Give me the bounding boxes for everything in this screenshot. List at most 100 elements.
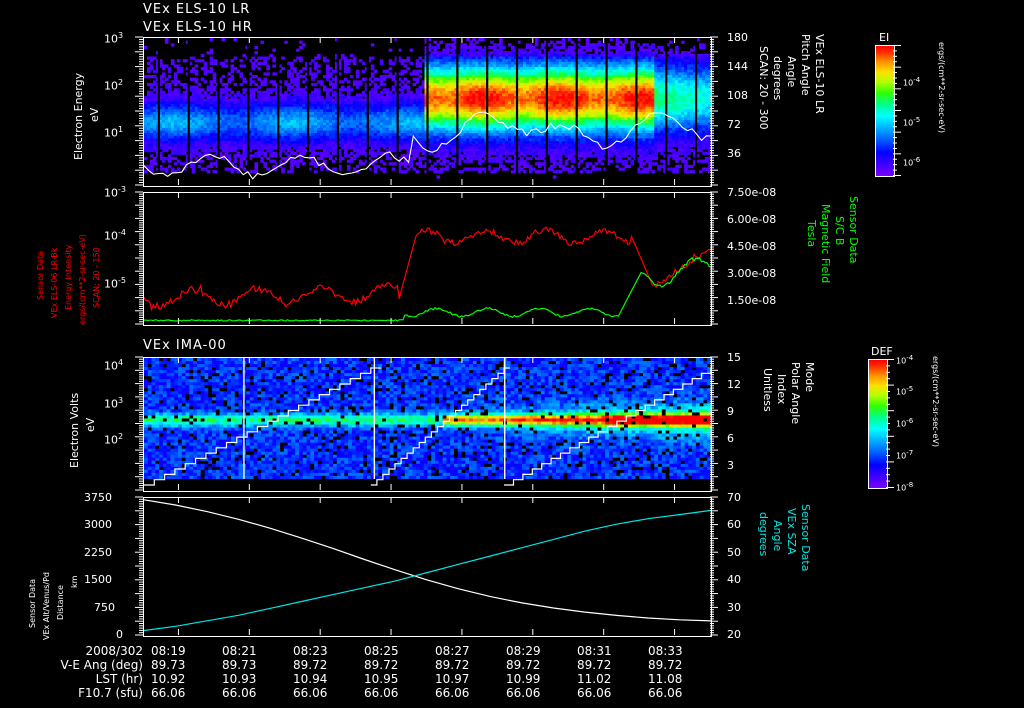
p2-ylabel-3: Energy Intensity xyxy=(64,244,73,310)
p3-y2tick-0: 15 xyxy=(727,351,741,364)
p1-cb-tick-2: 10-6 xyxy=(903,156,921,168)
cell-r0-c4: 08:27 xyxy=(435,644,470,658)
cell-r1-c4: 89.72 xyxy=(435,658,470,672)
p3-ytick-0: 104 xyxy=(104,358,124,373)
cell-r2-c0: 10.92 xyxy=(151,672,186,686)
p4-ytick-1: 3000 xyxy=(84,518,112,531)
p2-y2tick-4: 1.50e-08 xyxy=(727,294,777,307)
p3-colorbar-title: DEF xyxy=(871,345,893,358)
p2-ylabel-5: SCAN: 20 - 150 xyxy=(92,247,101,308)
panel-ion-energy-spectrogram xyxy=(143,357,712,492)
cell-r0-c6: 08:31 xyxy=(577,644,612,658)
row-label-1: V-E Ang (deg) xyxy=(60,658,143,672)
p4-ytick-3: 1500 xyxy=(84,573,112,586)
cell-r3-c6: 66.06 xyxy=(577,686,612,700)
table-row: 2008/302 08:19 08:21 08:23 08:25 08:27 08:29 08… xyxy=(0,644,719,658)
p2-y2label-3: Magnetic Field xyxy=(819,204,832,284)
p1-ylabel-2: eV xyxy=(88,107,101,122)
p3-cb-tick-2: 10-6 xyxy=(896,417,914,429)
p4-ylabel-4: km xyxy=(70,575,79,588)
cell-r1-c2: 89.72 xyxy=(293,658,328,672)
p1-y2label-3: degrees xyxy=(771,56,784,101)
p1-ytick-1: 102 xyxy=(104,78,124,93)
p2-ylabel-4: ergs/(cm**2-sr-sec-eV) xyxy=(78,233,87,325)
p3-y2label-1: Mode xyxy=(803,362,816,392)
p2-y2label-1: Sensor Data xyxy=(847,196,860,264)
p1-colorbar-title: EI xyxy=(879,31,890,44)
p1-y2label-4: SCAN: 20 - 300 xyxy=(757,46,770,130)
cell-r1-c5: 89.72 xyxy=(506,658,541,672)
p4-ytick-0: 3750 xyxy=(84,491,112,504)
p4-y2label-4: degrees xyxy=(757,512,770,557)
cell-r2-c4: 10.97 xyxy=(435,672,470,686)
p1-y2label-5: VEx ELS-10 LR xyxy=(813,34,826,114)
cell-r3-c4: 66.06 xyxy=(435,686,470,700)
cell-r1-c6: 89.72 xyxy=(577,658,612,672)
cell-r3-c3: 66.06 xyxy=(364,686,399,700)
p3-cb-tick-4: 10-8 xyxy=(896,481,914,493)
p4-y2tick-3: 40 xyxy=(727,573,741,586)
title-ima: VEx IMA-00 xyxy=(143,338,227,353)
p4-ytick-4: 750 xyxy=(94,601,115,614)
p2-ylabel-1: Sensor Data xyxy=(36,250,45,300)
p1-y2tick-2: 108 xyxy=(727,89,748,102)
p4-y2tick-5: 20 xyxy=(727,628,741,641)
p2-y2tick-2: 4.50e-08 xyxy=(727,240,777,253)
p4-ylabel-2: VEx Alt/Venus/Pd xyxy=(42,571,51,640)
p2-y2label-4: Tesla xyxy=(805,220,818,248)
cell-r0-c7: 08:33 xyxy=(648,644,683,658)
p4-ylabel-1: Sensor Data xyxy=(28,578,37,628)
row-label-0: 2008/302 xyxy=(85,644,144,658)
cell-r3-c0: 66.06 xyxy=(151,686,186,700)
p3-colorbar-units: ergs/(cm**2-sr-sec-eV) xyxy=(931,356,940,448)
panel-electron-energy-spectrogram xyxy=(143,37,712,187)
cell-r3-c7: 66.06 xyxy=(648,686,683,700)
cell-r3-c2: 66.06 xyxy=(293,686,328,700)
p2-ylabel-2: VEx ELS-06 LR-Bk xyxy=(50,247,59,318)
p2-y2label-2: S/C B xyxy=(833,216,846,246)
p4-y2label-1: Sensor Data xyxy=(799,504,812,572)
annotation-table: 2008/302 08:19 08:21 08:23 08:25 08:27 08:29 08… xyxy=(0,644,719,700)
p1-cb-tick-0: 10-4 xyxy=(903,76,921,88)
p4-y2label-3: Angle xyxy=(771,520,784,552)
panel-intensity-magnetic-field xyxy=(143,192,712,326)
p4-y2tick-1: 60 xyxy=(727,518,741,531)
p1-colorbar-ticks xyxy=(893,45,901,176)
p1-y2tick-4: 36 xyxy=(727,147,741,160)
p3-y2label-3: Index xyxy=(775,374,788,405)
title-els-hr: VEx ELS-10 HR xyxy=(143,20,253,35)
cell-r3-c5: 66.06 xyxy=(506,686,541,700)
p1-ytick-0: 103 xyxy=(104,31,124,46)
row-label-2: LST (hr) xyxy=(95,672,143,686)
p4-ylabel-3: Distance xyxy=(56,585,65,620)
p3-cb-tick-1: 10-5 xyxy=(896,385,914,397)
p4-y2tick-2: 50 xyxy=(727,546,741,559)
cell-r0-c2: 08:23 xyxy=(293,644,328,658)
p2-y2tick-1: 6.00e-08 xyxy=(727,213,777,226)
p1-y2tick-1: 144 xyxy=(727,60,748,73)
cell-r0-c3: 08:25 xyxy=(364,644,399,658)
p4-y2tick-0: 70 xyxy=(727,491,741,504)
title-els-lr: VEx ELS-10 LR xyxy=(143,2,251,17)
cell-r2-c1: 10.93 xyxy=(222,672,257,686)
cell-r1-c0: 89.73 xyxy=(151,658,186,672)
table-row: F10.7 (sfu) 66.06 66.06 66.06 66.06 66.06 66.0… xyxy=(0,686,719,700)
p3-cb-tick-0: 10-4 xyxy=(896,354,914,366)
p3-ytick-1: 103 xyxy=(104,396,124,411)
cell-r2-c2: 10.94 xyxy=(293,672,328,686)
p2-y2tick-3: 3.00e-08 xyxy=(727,267,777,280)
p1-y2tick-0: 180 xyxy=(727,31,748,44)
p3-ylabel-2: eV xyxy=(84,417,97,432)
p3-y2label-4: Unitless xyxy=(761,368,774,412)
p1-colorbar-units: ergs/(cm**2-sr-sec-eV) xyxy=(937,42,946,134)
cell-r1-c3: 89.72 xyxy=(364,658,399,672)
p3-colorbar-ticks xyxy=(886,359,894,488)
cell-r3-c1: 66.06 xyxy=(222,686,257,700)
p4-y2tick-4: 30 xyxy=(727,601,741,614)
p3-y2tick-3: 6 xyxy=(727,432,734,445)
cell-r0-c0: 08:19 xyxy=(151,644,186,658)
p3-ylabel-1: Electron Volts xyxy=(68,392,81,468)
p1-ylabel-1: Electron Energy xyxy=(72,72,85,160)
cell-r2-c6: 11.02 xyxy=(577,672,612,686)
